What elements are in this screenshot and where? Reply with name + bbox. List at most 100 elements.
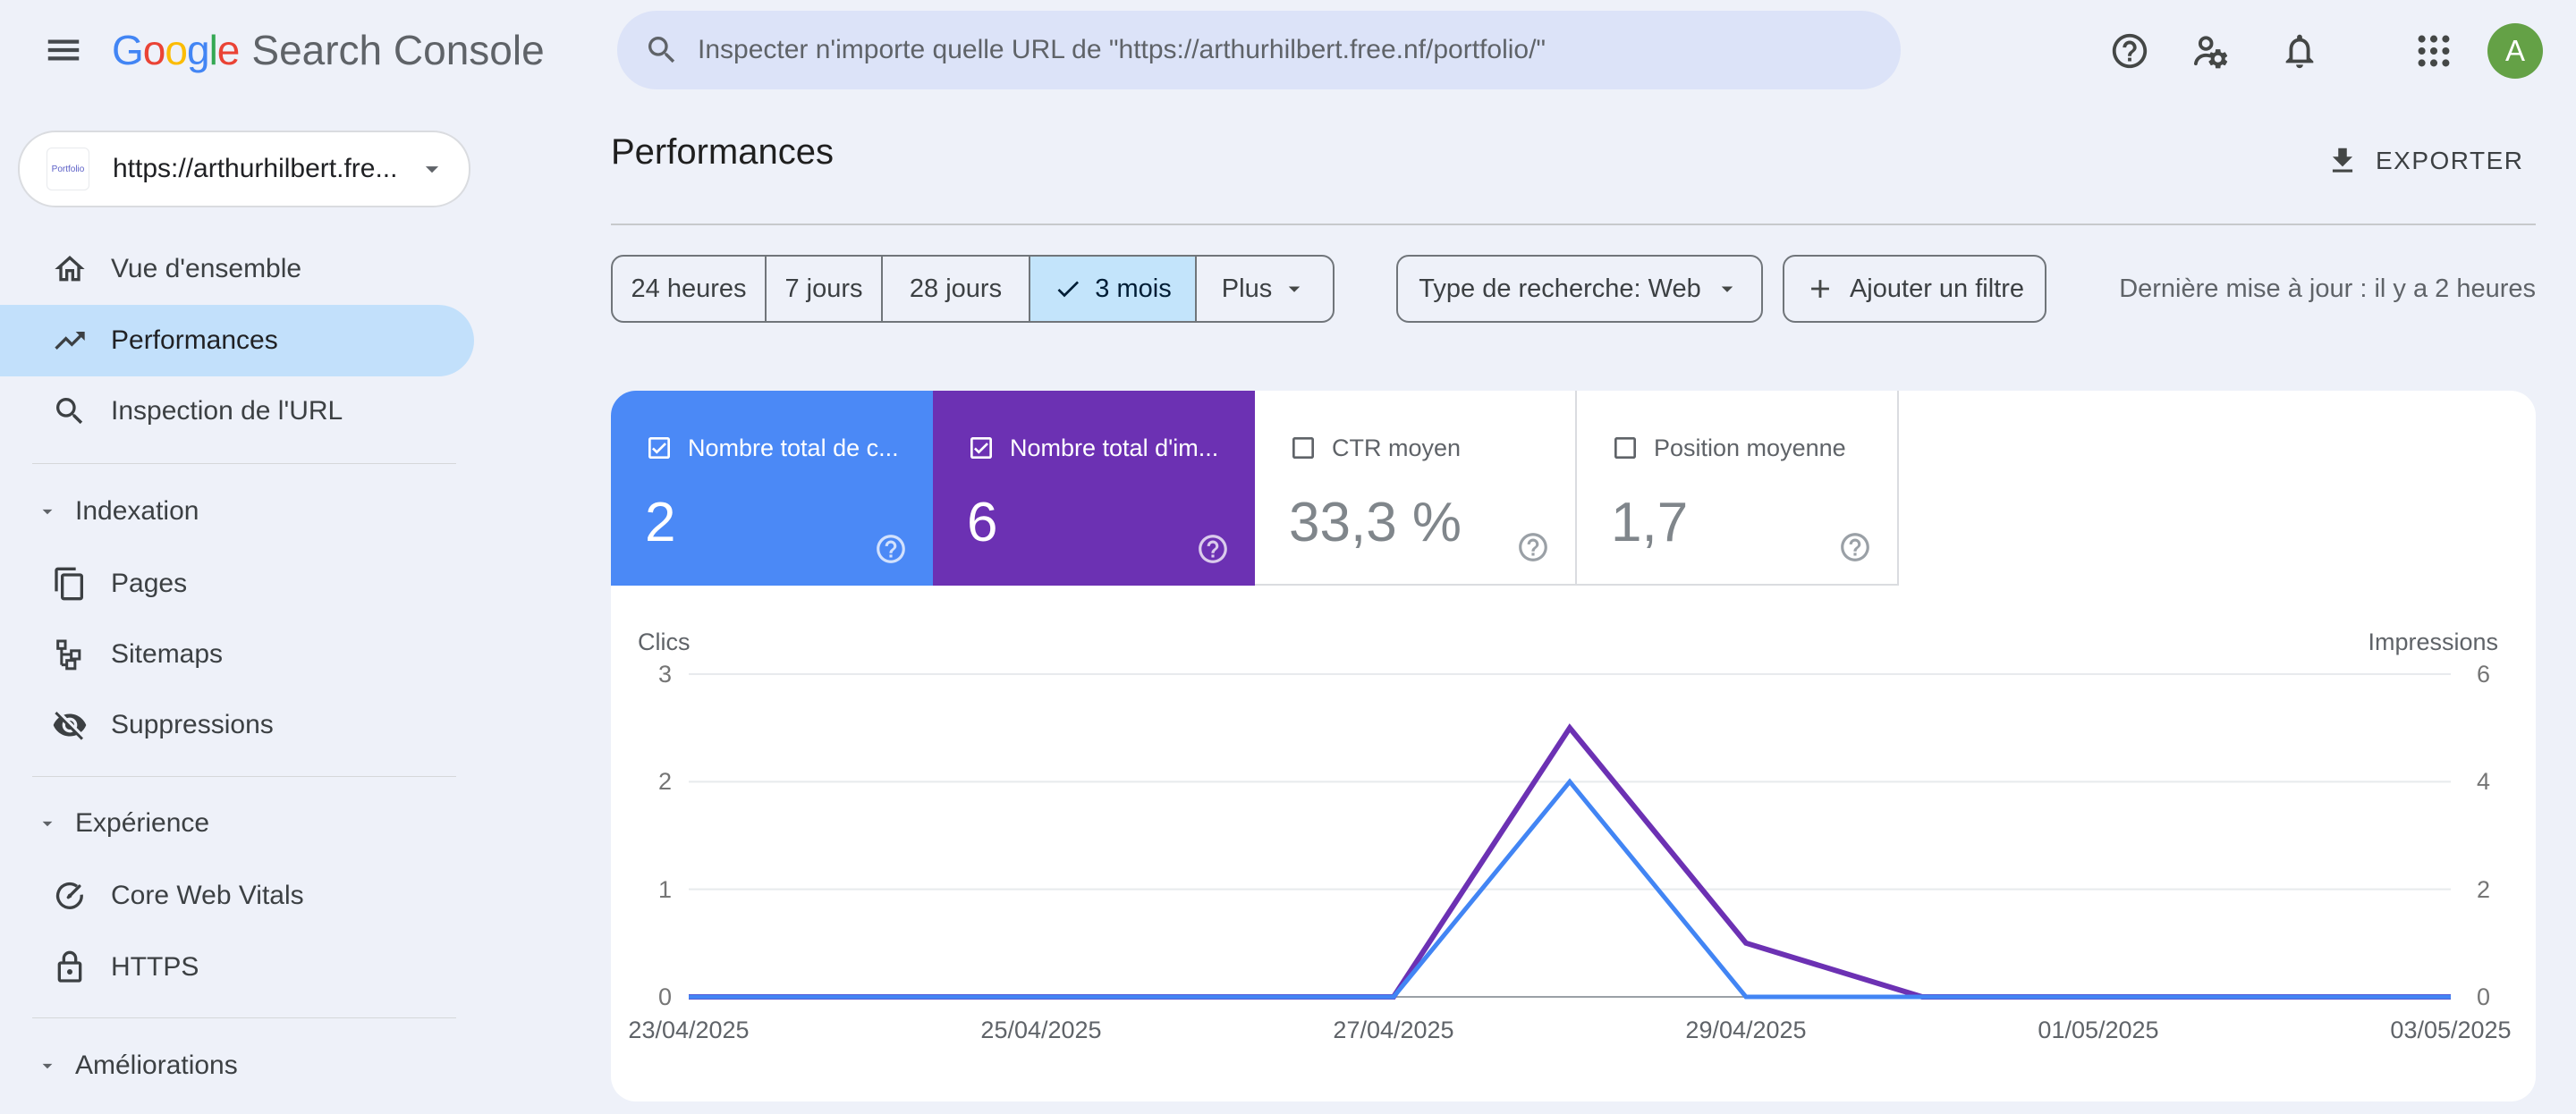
sidebar-item-pages[interactable]: Pages — [0, 548, 474, 620]
google-apps-grid-icon[interactable] — [2413, 30, 2454, 72]
manage-users-icon[interactable] — [2190, 30, 2231, 72]
date-range-7d[interactable]: 7 jours — [765, 257, 881, 321]
chevron-down-icon — [417, 154, 447, 184]
impressions-axis-tick: 6 — [2477, 661, 2491, 688]
app-logo: Google Search Console — [112, 0, 545, 100]
sidebar-section-label: Expérience — [75, 808, 210, 838]
notifications-bell-icon[interactable] — [2279, 30, 2320, 72]
x-axis-date-label: 03/05/2025 — [2390, 1017, 2512, 1043]
eye-off-icon — [52, 707, 88, 743]
date-range-segmented-control: 24 heures 7 jours 28 jours 3 mois Plus — [611, 255, 1335, 323]
sidebar-item-overview[interactable]: Vue d'ensemble — [0, 233, 474, 305]
search-icon — [52, 393, 88, 429]
collapse-caret-icon — [36, 500, 59, 523]
impressions-line — [689, 723, 2451, 1000]
sidebar-item-label: Core Web Vitals — [111, 881, 304, 910]
x-axis-date-label: 29/04/2025 — [1685, 1017, 1807, 1043]
search-icon — [644, 32, 680, 68]
metric-card-total-clicks[interactable]: Nombre total de c... 2 — [611, 391, 933, 586]
metric-label: Position moyenne — [1654, 434, 1846, 461]
metric-card-total-impressions[interactable]: Nombre total d'im... 6 — [933, 391, 1255, 586]
sidebar-section-indexing[interactable]: Indexation — [0, 483, 474, 540]
sidebar-section-label: Améliorations — [75, 1051, 238, 1080]
impressions-axis-title: Impressions — [2368, 629, 2498, 655]
metric-label: Nombre total de c... — [688, 434, 899, 461]
collapse-caret-icon — [36, 1054, 59, 1077]
search-type-filter[interactable]: Type de recherche: Web — [1396, 255, 1763, 323]
property-selector[interactable]: Portfolio https://arthurhilbert.fre... — [18, 131, 470, 207]
sidebar-divider — [32, 1017, 456, 1018]
sidebar-item-label: HTTPS — [111, 952, 199, 982]
sidebar-item-performance[interactable]: Performances — [0, 305, 474, 376]
help-icon[interactable] — [1838, 530, 1872, 564]
metric-card-average-ctr[interactable]: CTR moyen 33,3 % — [1255, 391, 1577, 586]
sitemap-icon — [52, 637, 88, 672]
clics-line — [689, 778, 2451, 1000]
performance-panel: Nombre total de c... 2 Nombre total d'im… — [611, 391, 2536, 1101]
last-update-text: Dernière mise à jour : il y a 2 heures — [2119, 274, 2536, 303]
date-range-3m-selected[interactable]: 3 mois — [1029, 257, 1195, 321]
home-icon — [52, 251, 88, 287]
export-button[interactable]: EXPORTER — [2326, 136, 2524, 186]
sidebar-item-sitemaps[interactable]: Sitemaps — [0, 619, 474, 690]
sidebar-section-label: Indexation — [75, 496, 199, 526]
pages-icon — [52, 566, 88, 602]
check-icon — [1054, 274, 1082, 303]
help-icon[interactable] — [874, 532, 908, 566]
property-label: https://arthurhilbert.fre... — [113, 154, 398, 183]
sidebar-item-removals[interactable]: Suppressions — [0, 689, 474, 761]
page-title: Performances — [611, 132, 834, 172]
date-range-more[interactable]: Plus — [1195, 257, 1333, 321]
header-divider — [611, 224, 2536, 225]
sidebar-item-https[interactable]: HTTPS — [0, 932, 474, 1003]
sidebar-item-label: Suppressions — [111, 710, 274, 739]
x-axis-date-label: 27/04/2025 — [1333, 1017, 1454, 1043]
sidebar-item-url-inspection[interactable]: Inspection de l'URL — [0, 376, 474, 447]
checkbox-checked-icon[interactable] — [645, 434, 674, 462]
sidebar-item-label: Pages — [111, 569, 188, 598]
x-axis-date-label: 01/05/2025 — [2038, 1017, 2159, 1043]
add-filter-button[interactable]: Ajouter un filtre — [1783, 255, 2046, 323]
sidebar-item-label: Sitemaps — [111, 639, 224, 669]
download-icon — [2326, 144, 2360, 178]
metric-card-average-position[interactable]: Position moyenne 1,7 — [1577, 391, 1899, 586]
product-name: Search Console — [251, 27, 545, 73]
metric-label: Nombre total d'im... — [1010, 434, 1219, 461]
sidebar-section-experience[interactable]: Expérience — [0, 795, 474, 852]
metric-value: 2 — [645, 492, 676, 553]
chevron-down-icon — [1714, 275, 1741, 302]
hamburger-menu-icon[interactable] — [43, 30, 84, 71]
performance-line-chart[interactable] — [689, 673, 2451, 1000]
help-icon[interactable] — [1196, 532, 1230, 566]
url-inspection-input[interactable] — [696, 34, 1874, 66]
navigation-sidebar: Portfolio https://arthurhilbert.fre... V… — [0, 100, 505, 1114]
impressions-axis-tick: 4 — [2477, 768, 2491, 796]
chevron-down-icon — [1281, 275, 1308, 302]
date-range-28d[interactable]: 28 jours — [881, 257, 1029, 321]
metric-label: CTR moyen — [1332, 434, 1462, 461]
metric-value: 6 — [967, 492, 998, 553]
checkbox-unchecked-icon[interactable] — [1611, 434, 1640, 462]
url-inspection-searchbar[interactable] — [617, 11, 1901, 89]
account-avatar[interactable]: A — [2487, 23, 2543, 79]
lock-icon — [52, 949, 88, 985]
property-favicon: Portfolio — [47, 148, 89, 190]
metric-value: 1,7 — [1611, 492, 1689, 553]
sidebar-item-label: Inspection de l'URL — [111, 396, 343, 426]
checkbox-unchecked-icon[interactable] — [1289, 434, 1318, 462]
avatar-letter: A — [2504, 34, 2525, 67]
sidebar-divider — [32, 463, 456, 464]
clicks-axis-tick: 0 — [657, 983, 672, 1010]
date-range-24h[interactable]: 24 heures — [631, 274, 747, 303]
metric-value: 33,3 % — [1289, 492, 1462, 553]
help-icon[interactable] — [2109, 30, 2150, 72]
plus-icon — [1805, 274, 1835, 304]
sidebar-section-enhancements[interactable]: Améliorations — [0, 1037, 474, 1094]
google-logo: Google — [112, 27, 240, 73]
help-icon[interactable] — [1516, 530, 1550, 564]
checkbox-checked-icon[interactable] — [967, 434, 996, 462]
sidebar-item-core-web-vitals[interactable]: Core Web Vitals — [0, 860, 474, 932]
sidebar-item-label: Vue d'ensemble — [111, 254, 302, 283]
speed-icon — [52, 878, 88, 914]
trending-up-icon — [52, 323, 88, 359]
